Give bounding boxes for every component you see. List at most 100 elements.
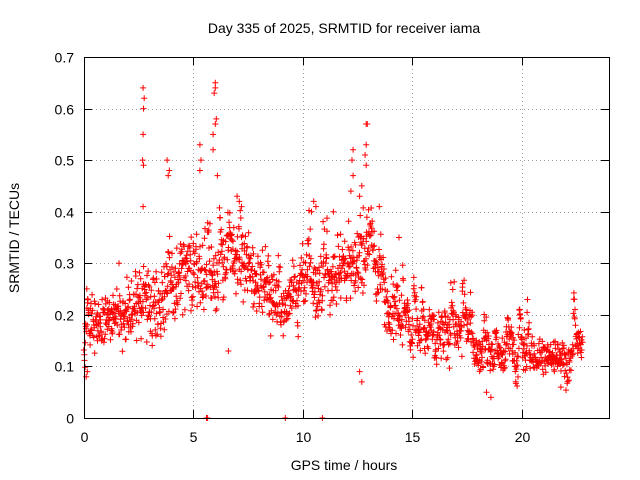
data-point-plus [352, 241, 359, 248]
data-point-plus [404, 297, 411, 303]
data-point-plus [579, 333, 586, 340]
data-point-plus [163, 289, 170, 296]
data-point-plus [563, 387, 569, 394]
data-point-plus [522, 350, 529, 357]
data-point-plus [210, 131, 217, 138]
data-point-plus [197, 243, 203, 250]
data-point-plus [215, 280, 222, 287]
data-point-plus [97, 323, 104, 330]
data-point-plus [266, 279, 272, 286]
data-point-plus [461, 322, 467, 329]
data-point-plus [242, 275, 249, 282]
data-point-plus [420, 313, 427, 320]
data-point-plus [292, 273, 298, 280]
data-point-plus [354, 230, 361, 237]
data-point-plus [301, 284, 308, 291]
data-point-plus [186, 281, 193, 288]
data-point-plus [259, 247, 266, 254]
data-point-plus [363, 162, 370, 169]
data-point-plus [122, 300, 129, 307]
data-point-plus [578, 354, 585, 361]
data-point-plus [123, 336, 129, 343]
data-point-plus [335, 243, 342, 250]
data-point-plus [398, 325, 405, 332]
data-point-plus [116, 331, 123, 338]
data-point-plus [550, 353, 557, 360]
data-point-plus [275, 252, 282, 259]
data-point-plus [153, 310, 160, 317]
data-point-plus [461, 291, 468, 298]
data-point-plus [169, 250, 175, 257]
data-point-plus [316, 278, 323, 285]
data-point-plus [319, 292, 326, 299]
data-point-plus [208, 244, 215, 250]
data-point-plus [197, 299, 204, 306]
data-point-plus [203, 271, 210, 278]
data-point-plus [236, 198, 243, 205]
data-point-plus [542, 369, 549, 376]
data-point-plus [226, 209, 233, 216]
data-point-plus [327, 311, 333, 318]
data-point-plus [473, 351, 480, 358]
data-point-plus [334, 232, 341, 238]
data-point-plus [223, 269, 230, 276]
data-point-plus [211, 269, 218, 276]
y-tick-label: 0.1 [55, 359, 75, 375]
data-point-plus [371, 242, 378, 249]
data-point-plus [449, 302, 456, 309]
data-point-plus [134, 281, 141, 288]
data-point-plus [258, 303, 265, 310]
data-point-plus [385, 299, 392, 306]
data-point-plus [154, 331, 161, 338]
data-point-plus [312, 203, 319, 210]
data-point-plus [402, 324, 409, 331]
data-point-plus [97, 316, 104, 323]
data-point-plus [107, 314, 113, 321]
data-point-plus [225, 244, 232, 251]
data-point-plus [151, 315, 158, 322]
data-point-plus [317, 286, 324, 293]
data-point-plus [415, 332, 422, 339]
data-point-plus [225, 348, 232, 354]
data-point-plus [159, 290, 166, 297]
data-point-plus [334, 287, 340, 294]
data-point-plus [249, 263, 256, 270]
data-point-plus [359, 276, 366, 283]
data-point-plus [349, 157, 355, 164]
data-point-plus [359, 290, 366, 296]
data-point-plus [350, 146, 357, 153]
data-point-plus [515, 331, 522, 338]
data-point-plus [330, 294, 337, 301]
data-point-plus [349, 247, 356, 254]
data-point-plus [433, 361, 440, 368]
data-point-plus [374, 264, 381, 271]
data-point-plus [230, 238, 236, 245]
data-point-plus [189, 302, 196, 308]
data-point-plus [156, 309, 163, 316]
data-point-plus [358, 182, 365, 189]
data-point-plus [525, 325, 532, 332]
data-point-plus [107, 336, 114, 343]
data-point-plus [394, 287, 401, 294]
data-point-plus [121, 324, 128, 331]
data-point-plus [461, 277, 468, 284]
data-point-plus [436, 332, 443, 339]
data-point-plus [151, 293, 158, 300]
data-point-plus [572, 322, 579, 329]
data-point-plus [122, 313, 128, 320]
data-point-plus [201, 266, 208, 273]
data-point-plus [470, 349, 477, 356]
data-point-plus [260, 269, 267, 276]
data-point-plus [336, 279, 343, 286]
data-point-plus [82, 339, 89, 346]
data-point-plus [514, 383, 521, 389]
data-point-plus [295, 302, 301, 309]
data-point-plus [196, 288, 202, 295]
data-point-plus [278, 313, 285, 320]
data-point-plus [267, 332, 274, 339]
data-point-plus [352, 288, 359, 295]
data-point-plus [249, 244, 256, 251]
data-point-plus [382, 275, 389, 282]
data-point-plus [484, 357, 491, 364]
data-point-plus [191, 250, 198, 257]
